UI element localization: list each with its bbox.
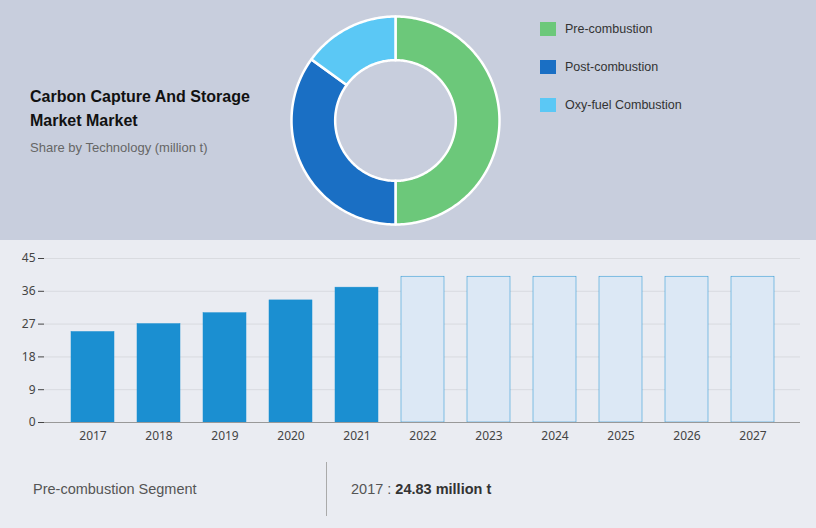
svg-text:2017: 2017 <box>79 427 107 444</box>
svg-text:2024: 2024 <box>541 427 569 444</box>
html-text:Carbon Capture And Storage Mar: Carbon Capture And Storage Market Market <box>30 88 250 129</box>
svg-text:2022: 2022 <box>409 427 437 444</box>
svg-text:36: 36 <box>22 282 36 299</box>
svg-text:45: 45 <box>22 249 36 266</box>
svg-text:2021: 2021 <box>343 427 370 444</box>
svg-text:2019: 2019 <box>211 427 239 444</box>
html-text:Pre-combustion Segment: Pre-combustion Segment <box>33 481 197 497</box>
svg-text:2027: 2027 <box>739 427 767 444</box>
svg-text:0: 0 <box>29 413 36 430</box>
svg-text:27: 27 <box>22 315 36 332</box>
html-text:Post-combustion: Post-combustion <box>565 60 659 74</box>
svg-text:9: 9 <box>29 381 36 398</box>
svg-text:18: 18 <box>22 348 36 365</box>
svg-text:2023: 2023 <box>475 427 503 444</box>
html-text:2017 : 24.83 million t: 2017 : 24.83 million t <box>351 481 492 497</box>
html-text:Pre-combustion: Pre-combustion <box>565 22 653 36</box>
svg-text:2025: 2025 <box>607 427 635 444</box>
html-text:Share by Technology (million t: Share by Technology (million t) <box>30 139 208 155</box>
svg-text:2018: 2018 <box>145 427 173 444</box>
html-text:Oxy-fuel Combustion: Oxy-fuel Combustion <box>565 98 682 112</box>
svg-text:2026: 2026 <box>673 427 701 444</box>
svg-text:2020: 2020 <box>277 427 305 444</box>
